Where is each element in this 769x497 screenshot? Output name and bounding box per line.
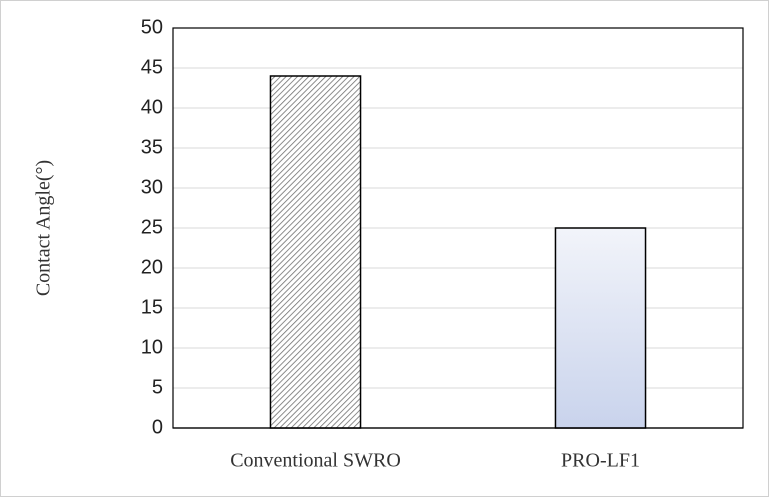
y-tick-label: 10 xyxy=(141,336,163,358)
y-tick-label: 15 xyxy=(141,296,163,318)
y-tick-label: 5 xyxy=(152,376,163,398)
y-axis-label: Contact Angle(°) xyxy=(33,160,55,296)
y-tick-label: 50 xyxy=(141,16,163,38)
y-tick-label: 45 xyxy=(141,56,163,78)
bar xyxy=(554,227,647,429)
bar xyxy=(269,75,362,429)
x-tick-label: PRO-LF1 xyxy=(561,450,640,472)
plot-frame xyxy=(172,27,744,429)
x-tick-label: Conventional SWRO xyxy=(230,450,401,472)
y-tick-label: 0 xyxy=(152,416,163,438)
y-tick-label: 20 xyxy=(141,256,163,278)
y-tick-label: 40 xyxy=(141,96,163,118)
y-tick-label: 25 xyxy=(141,216,163,238)
y-tick-label: 30 xyxy=(141,176,163,198)
y-tick-label: 35 xyxy=(141,136,163,158)
